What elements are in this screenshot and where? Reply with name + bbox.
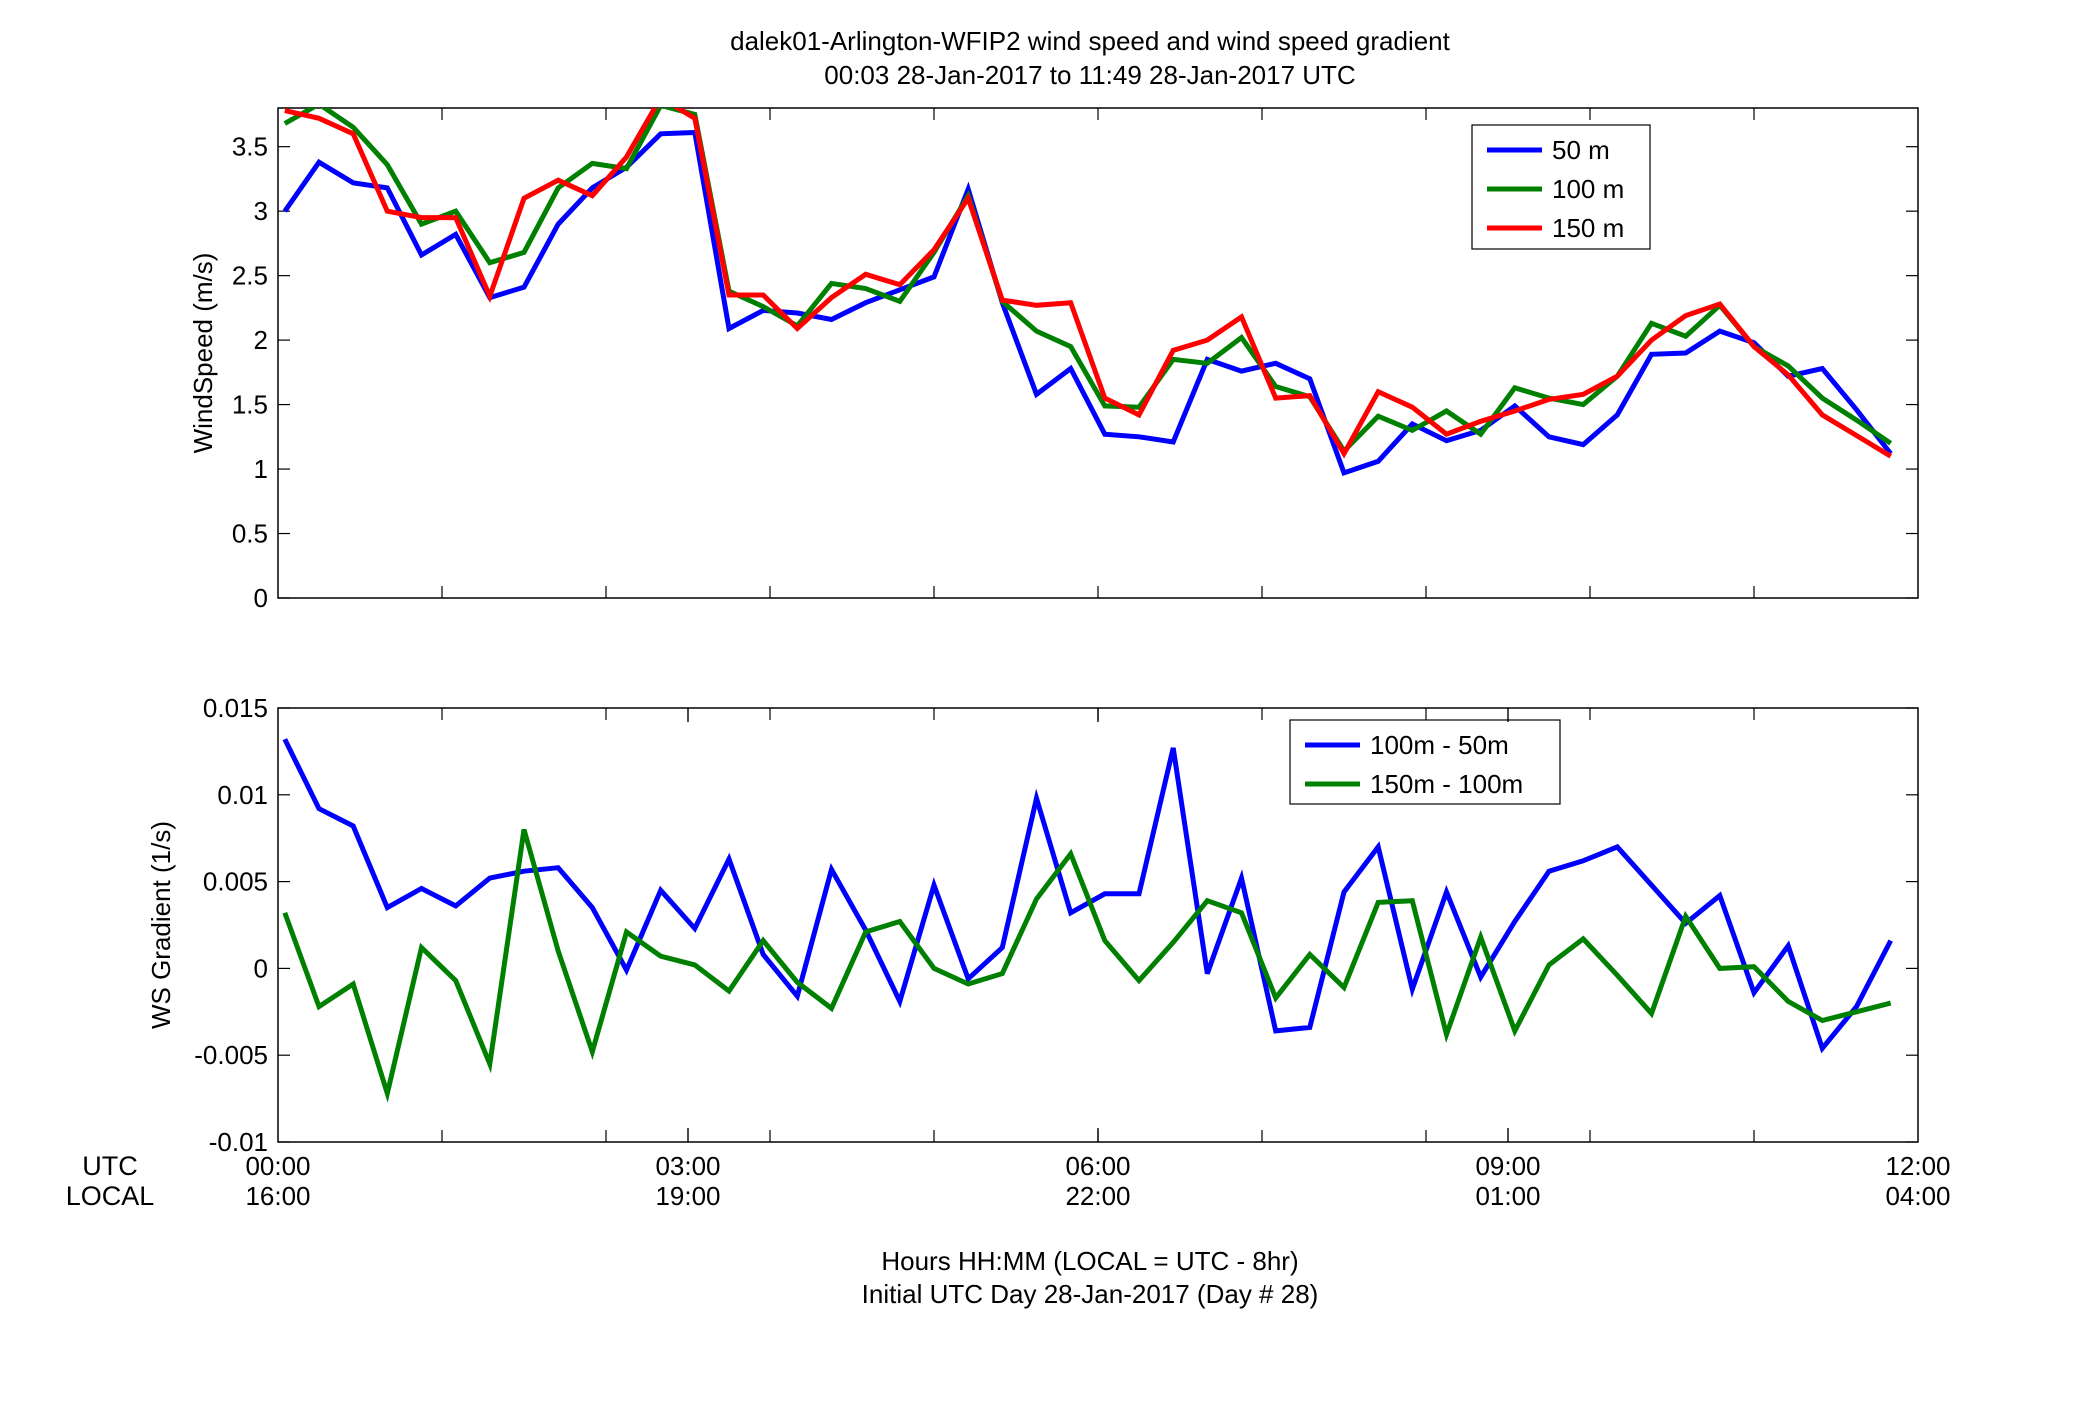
utc-tick-label: 00:00 [245, 1151, 310, 1181]
wind-speed-panel: 0 0.5 1 1.5 2 2.5 3 3.5 WindSpeed (m/s) 50 m 100 m… [188, 107, 1919, 613]
y-tick-label: 0 [254, 953, 268, 983]
legend-entry: 100m - 50m [1370, 730, 1509, 760]
y-tick-label: 3.5 [232, 132, 268, 162]
x-axis-label-line2: Initial UTC Day 28-Jan-2017 (Day # 28) [862, 1279, 1319, 1309]
y-tick-label: 1 [254, 454, 268, 484]
y-tick-label: 0.005 [203, 867, 268, 897]
figure-title-line2: 00:03 28-Jan-2017 to 11:49 28-Jan-2017 U… [824, 60, 1355, 90]
y-tick-label: 0.015 [203, 693, 268, 723]
local-tick-label: 19:00 [655, 1181, 720, 1211]
series-group [282, 738, 1893, 1103]
legend-box [1289, 719, 1561, 805]
y-tick-label: -0.005 [194, 1040, 268, 1070]
local-tick-label: 04:00 [1885, 1181, 1950, 1211]
y-tick-label: 3 [254, 196, 268, 226]
local-tick-label: 01:00 [1475, 1181, 1540, 1211]
y-tick-label: 0.01 [217, 780, 268, 810]
local-tick-label: 16:00 [245, 1181, 310, 1211]
legend-entry: 150 m [1552, 213, 1624, 243]
x-axis-label-line1: Hours HH:MM (LOCAL = UTC - 8hr) [881, 1246, 1298, 1276]
series-line-50-m [282, 129, 1893, 477]
legend: 50 m 100 m 150 m [1471, 124, 1651, 250]
y-tick-label: 0 [254, 583, 268, 613]
utc-tick-label: 06:00 [1065, 1151, 1130, 1181]
y-axis-label: WS Gradient (1/s) [146, 821, 176, 1029]
series-line-150m-100m [282, 828, 1892, 1103]
ws-gradient-panel: -0.01 -0.005 0 0.005 0.01 0.015 WS Gradient (1… [146, 693, 1919, 1157]
figure-title-line1: dalek01-Arlington-WFIP2 wind speed and w… [730, 26, 1451, 56]
legend-entry: 50 m [1552, 135, 1610, 165]
local-row-label: LOCAL [66, 1181, 155, 1211]
utc-tick-label: 03:00 [655, 1151, 720, 1181]
y-axis-label: WindSpeed (m/s) [188, 253, 218, 454]
legend-entry: 100 m [1552, 174, 1624, 204]
series-group [282, 108, 1893, 477]
local-tick-label: 22:00 [1065, 1181, 1130, 1211]
utc-tick-label: 12:00 [1885, 1151, 1950, 1181]
y-tick-label: 1.5 [232, 390, 268, 420]
legend: 100m - 50m 150m - 100m [1289, 719, 1561, 805]
y-tick-label: 2 [254, 325, 268, 355]
y-tick-label: 0.5 [232, 519, 268, 549]
y-tick-label: 2.5 [232, 261, 268, 291]
series-line-150-m [284, 108, 1892, 459]
y-tick-label: -0.01 [209, 1127, 268, 1157]
utc-tick-label: 09:00 [1475, 1151, 1540, 1181]
utc-row-label: UTC [82, 1151, 138, 1181]
legend-entry: 150m - 100m [1370, 769, 1523, 799]
